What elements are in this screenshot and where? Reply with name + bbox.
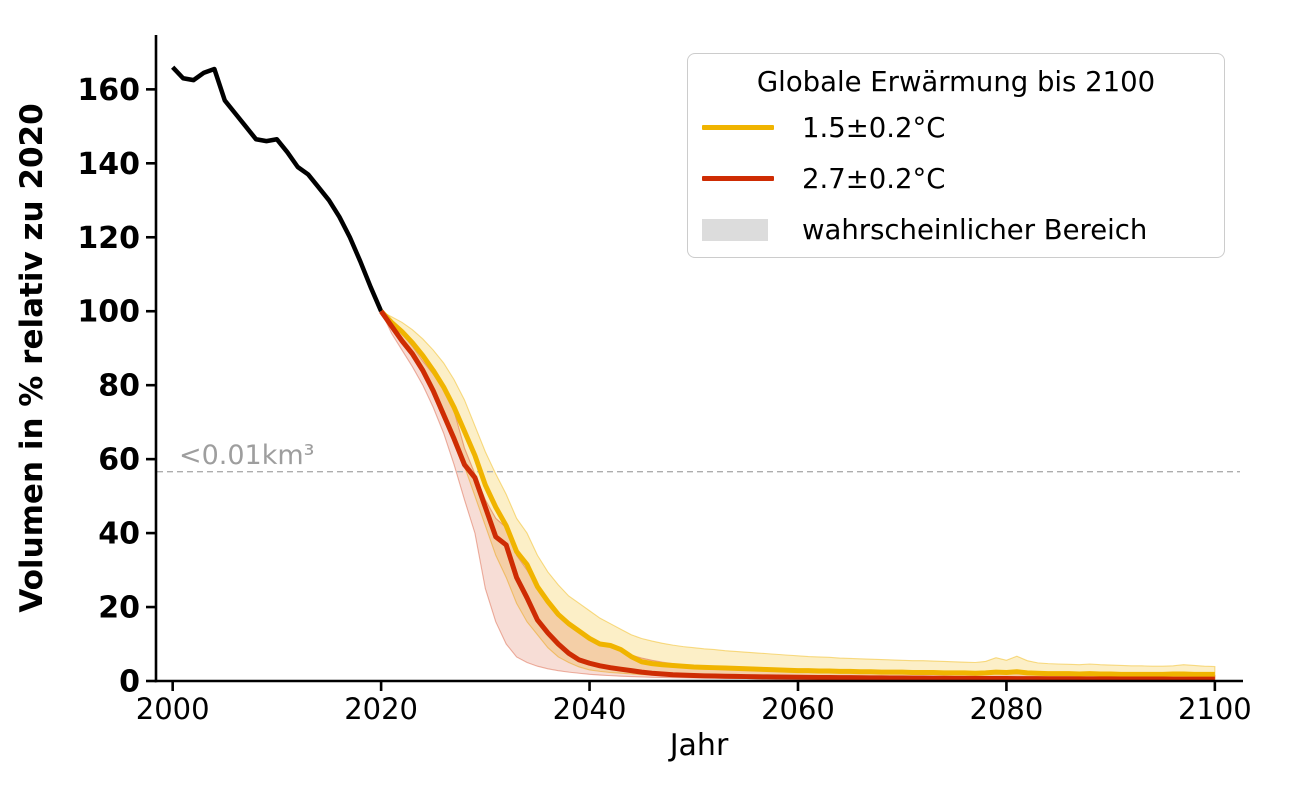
- x-tick-label: 2040: [553, 692, 627, 726]
- y-tick-label: 20: [98, 591, 140, 626]
- legend: Globale Erwärmung bis 2100 1.5±0.2°C 2.7…: [687, 53, 1225, 258]
- y-tick-label: 160: [77, 73, 140, 108]
- line-historical: [171, 65, 384, 313]
- x-axis-label: Jahr: [669, 728, 729, 763]
- x-tick-label: 2100: [1178, 692, 1252, 726]
- y-tick-label: 80: [98, 369, 140, 404]
- legend-swatch-box: [702, 125, 778, 130]
- x-tick-label: 2060: [761, 692, 835, 726]
- y-tick-label: 140: [77, 147, 140, 182]
- legend-item-2-7C: 2.7±0.2°C: [702, 153, 1210, 204]
- legend-item-1-5C: 1.5±0.2°C: [702, 102, 1210, 153]
- legend-swatch-box: [702, 218, 778, 241]
- legend-title: Globale Erwärmung bis 2100: [756, 66, 1156, 98]
- legend-patch-swatch-likely-range: [702, 218, 768, 241]
- x-tick-label: 2020: [344, 692, 418, 726]
- x-tick-label: 2080: [970, 692, 1044, 726]
- legend-label-1-5C: 1.5±0.2°C: [802, 111, 946, 144]
- y-tick-label: 100: [77, 295, 140, 330]
- legend-swatch-box: [702, 176, 778, 181]
- y-tick-label: 60: [98, 443, 140, 478]
- y-tick-label: 120: [77, 221, 140, 256]
- legend-label-likely-range: wahrscheinlicher Bereich: [802, 213, 1148, 246]
- threshold-annotation-label: <0.01km³: [179, 440, 315, 471]
- legend-line-swatch-1-5C: [702, 125, 774, 130]
- x-tick-label: 2000: [136, 692, 210, 726]
- legend-label-2-7C: 2.7±0.2°C: [802, 162, 946, 195]
- y-axis-label: Volumen in % relativ zu 2020: [14, 103, 50, 613]
- line-scenario-1.5C: [379, 309, 1215, 677]
- y-tick-label: 0: [119, 665, 140, 700]
- y-tick-label: 40: [98, 517, 140, 552]
- legend-line-swatch-2-7C: [702, 176, 774, 181]
- line-scenario-2.7C: [379, 309, 1215, 682]
- legend-item-likely-range: wahrscheinlicher Bereich: [702, 204, 1210, 255]
